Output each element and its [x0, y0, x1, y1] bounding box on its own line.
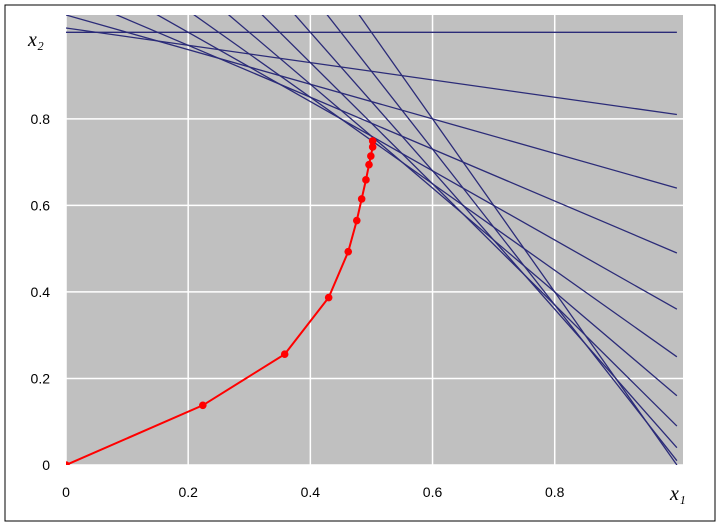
y-axis-title: x₂: [27, 29, 44, 51]
plot-area: [66, 15, 683, 465]
point-marker: [66, 461, 70, 465]
point-marker: [365, 160, 373, 169]
x-axis-title: x₁: [669, 483, 686, 505]
point-marker: [367, 152, 375, 160]
y-tick-label: 0.6: [31, 197, 51, 213]
x-tick-label: 0: [62, 484, 70, 500]
y-tick-label: 0: [42, 457, 50, 473]
point-marker: [352, 216, 361, 225]
series-line: [358, 15, 678, 465]
point-marker: [199, 401, 207, 410]
x-tick-label: 0.8: [545, 484, 565, 500]
x-tick-label: 0.4: [301, 484, 321, 500]
series-line: [294, 15, 678, 449]
point-marker: [368, 137, 377, 145]
series-line: [227, 15, 678, 397]
x-tick-label: 0.6: [423, 484, 443, 500]
y-tick-label: 0.2: [31, 370, 51, 386]
x-tick-label: 0.2: [178, 484, 198, 500]
point-marker: [357, 195, 366, 203]
series-line: [261, 15, 678, 427]
series-line: [326, 15, 678, 462]
point-marker: [362, 176, 370, 184]
y-tick-label: 0.4: [31, 284, 51, 300]
point-marker: [280, 350, 289, 359]
point-marker: [368, 143, 377, 151]
point-marker: [324, 293, 333, 302]
point-marker: [344, 247, 353, 256]
y-tick-label: 0.8: [31, 111, 51, 127]
